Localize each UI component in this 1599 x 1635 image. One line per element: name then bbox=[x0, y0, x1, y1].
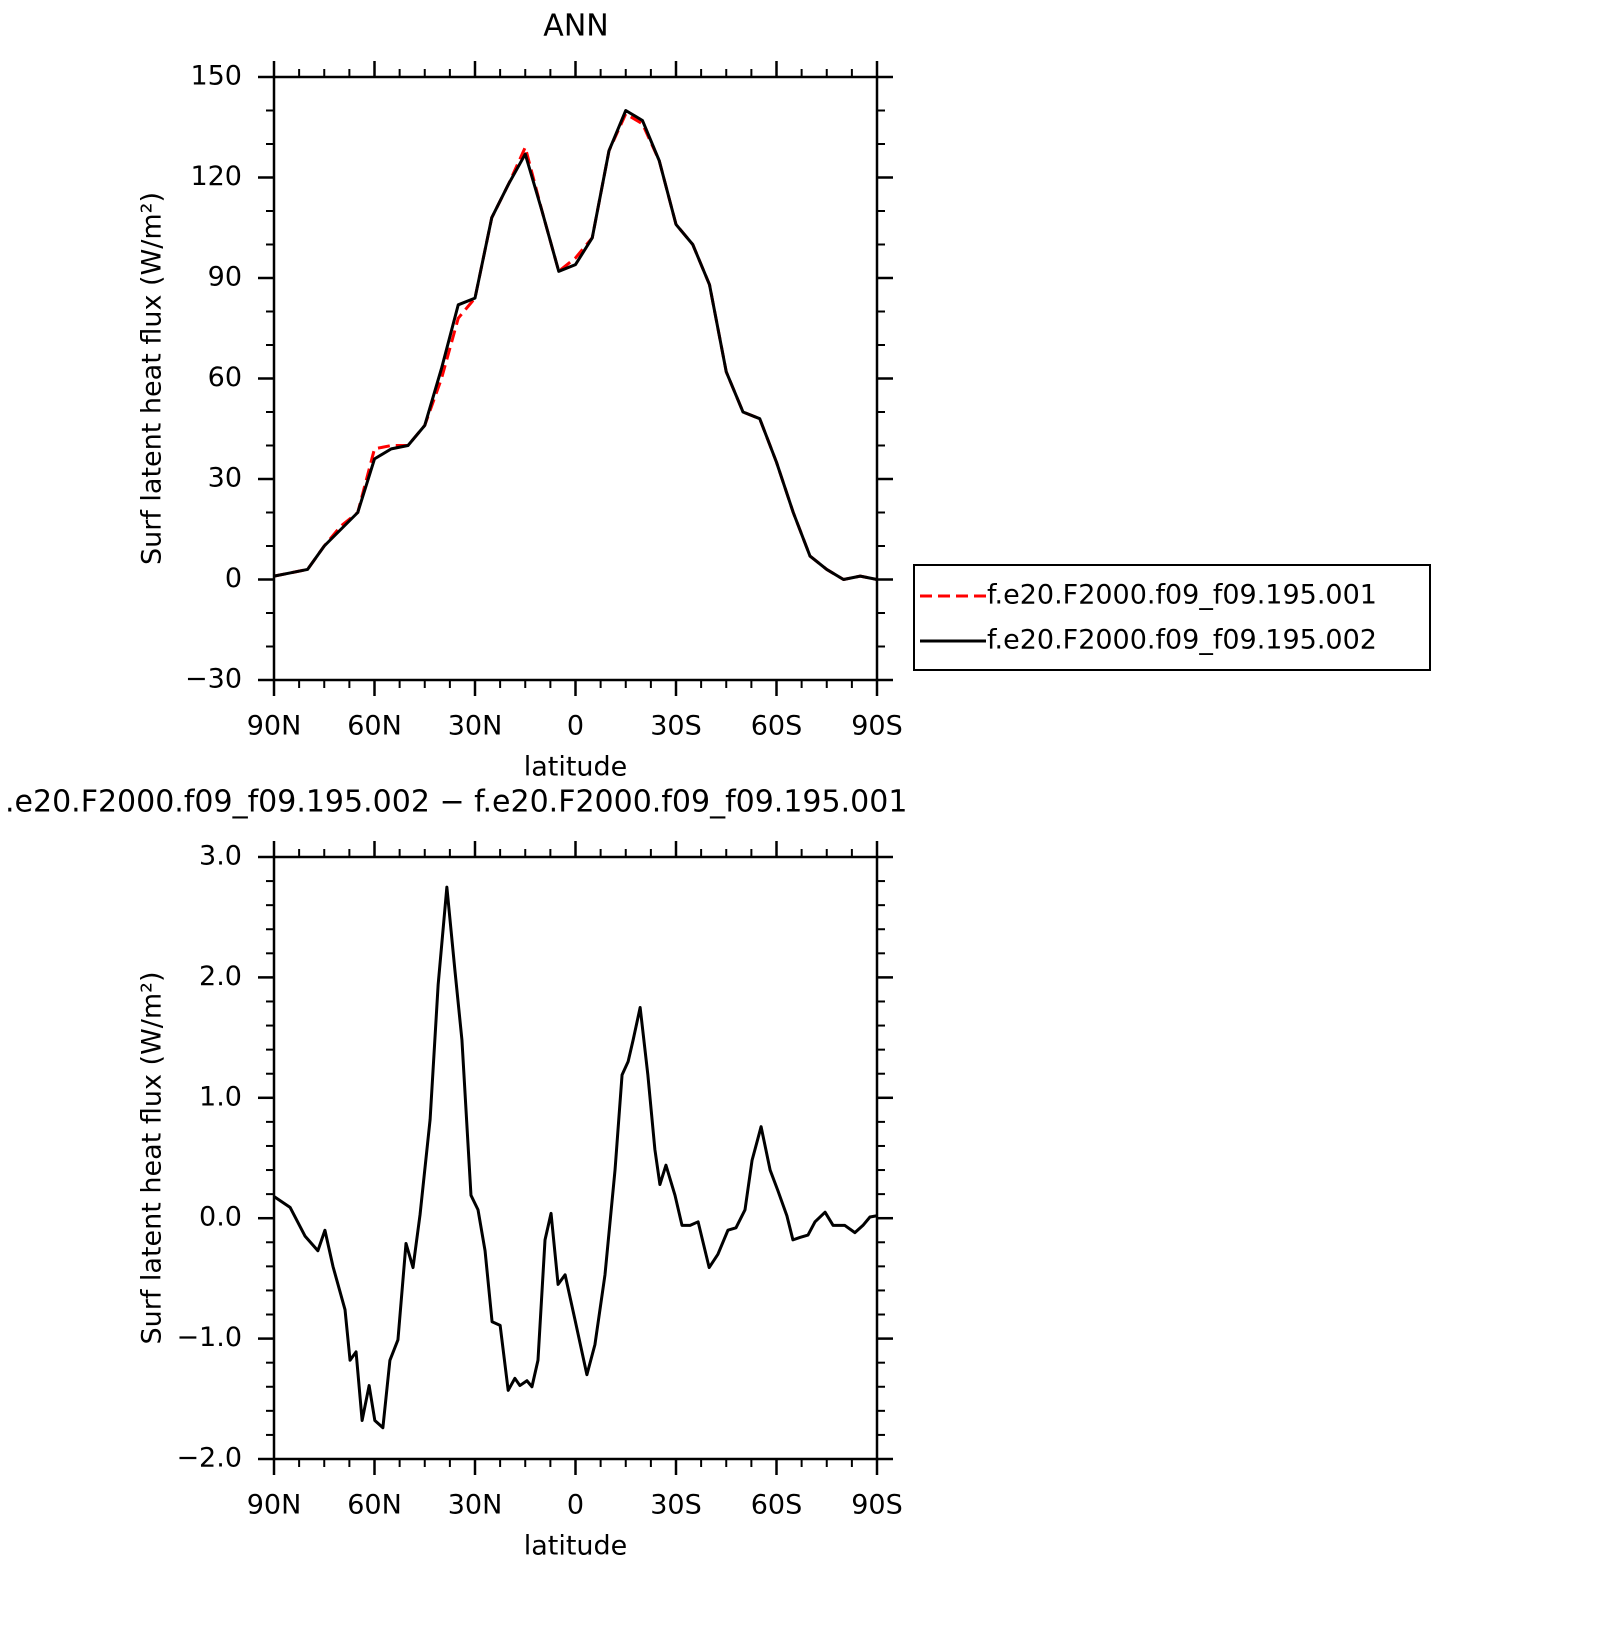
y-tick-label: 120 bbox=[190, 161, 242, 192]
plot-frame bbox=[272, 855, 879, 1461]
x-tick-label: 30S bbox=[650, 1490, 702, 1521]
y-tick-label: 0 bbox=[225, 563, 242, 594]
y-tick-label: 90 bbox=[208, 262, 242, 293]
x-tick-label: 60S bbox=[751, 1490, 803, 1521]
y-tick-label: −2.0 bbox=[176, 1443, 242, 1474]
y-tick-label: 60 bbox=[208, 362, 242, 393]
data-line bbox=[273, 112, 878, 581]
y-tick-label: 3.0 bbox=[199, 841, 242, 872]
plot-frame bbox=[272, 75, 879, 682]
legend-label: f.e20.F2000.f09_f09.195.001 bbox=[987, 580, 1377, 611]
y-axis-label: Surf latent heat flux (W/m²) bbox=[137, 192, 168, 565]
y-tick-label: 30 bbox=[208, 463, 242, 494]
data-line bbox=[273, 885, 878, 1430]
data-line bbox=[273, 109, 878, 581]
y-axis-label: Surf latent heat flux (W/m²) bbox=[137, 971, 168, 1344]
x-tick-label: 30N bbox=[448, 1490, 503, 1521]
y-tick-label: 150 bbox=[190, 61, 242, 92]
x-tick-label: 0 bbox=[567, 711, 584, 742]
chart-title: .e20.F2000.f09_f09.195.002 − f.e20.F2000… bbox=[5, 785, 907, 820]
y-tick-label: 1.0 bbox=[199, 1081, 242, 1112]
x-tick-label: 60N bbox=[347, 711, 402, 742]
x-axis-label: latitude bbox=[524, 752, 628, 783]
legend-label: f.e20.F2000.f09_f09.195.002 bbox=[987, 625, 1377, 656]
y-tick-label: 0.0 bbox=[199, 1202, 242, 1233]
x-tick-label: 60S bbox=[751, 711, 803, 742]
x-tick-label: 0 bbox=[567, 1490, 584, 1521]
x-tick-label: 90S bbox=[851, 711, 903, 742]
y-tick-label: 2.0 bbox=[199, 961, 242, 992]
x-tick-label: 30N bbox=[448, 711, 503, 742]
x-tick-label: 90N bbox=[247, 1490, 302, 1521]
chart-title: ANN bbox=[543, 9, 608, 44]
legend-box bbox=[913, 564, 1431, 671]
x-tick-label: 30S bbox=[650, 711, 702, 742]
x-tick-label: 90N bbox=[247, 711, 302, 742]
y-tick-label: −1.0 bbox=[176, 1322, 242, 1353]
x-axis-label: latitude bbox=[524, 1531, 628, 1562]
x-tick-label: 90S bbox=[851, 1490, 903, 1521]
x-tick-label: 60N bbox=[347, 1490, 402, 1521]
y-tick-label: −30 bbox=[185, 664, 242, 695]
